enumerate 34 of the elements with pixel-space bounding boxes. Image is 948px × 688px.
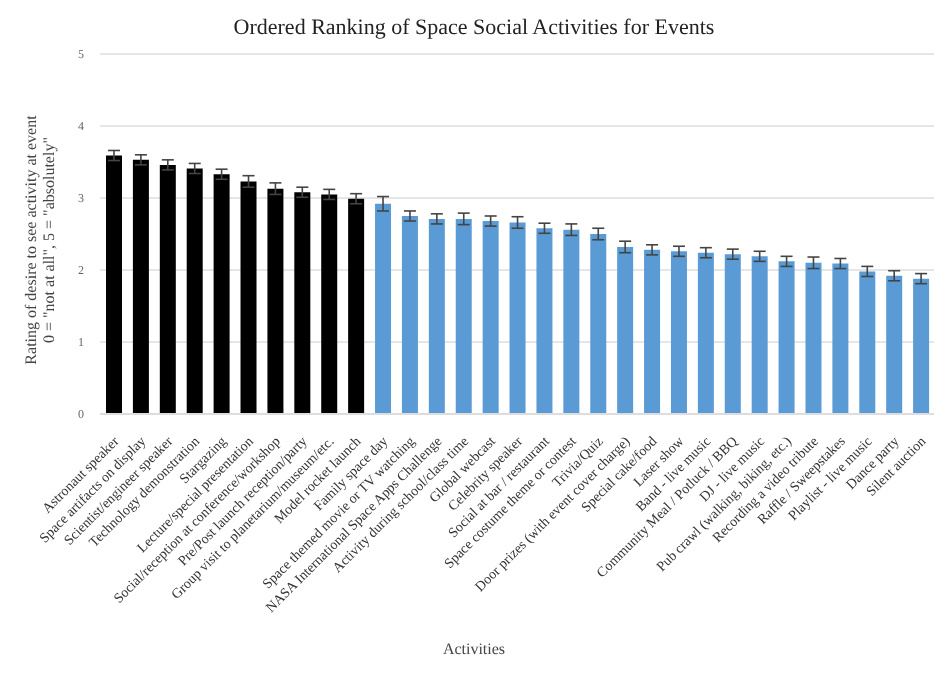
bar: [778, 261, 795, 414]
bar: [670, 251, 687, 414]
bar: [321, 194, 338, 414]
bar: [751, 256, 768, 414]
chart-title: Ordered Ranking of Space Social Activities for Events: [231, 16, 717, 40]
bar: [240, 181, 257, 414]
bar: [886, 275, 903, 414]
bar: [832, 263, 849, 414]
bar: [482, 221, 499, 414]
bar: [859, 271, 876, 414]
bar: [697, 252, 714, 414]
bar: [213, 174, 230, 414]
bar: [563, 229, 580, 414]
bar: [644, 249, 661, 414]
bar: [590, 234, 607, 414]
bar: [428, 218, 445, 414]
bar: [724, 254, 741, 414]
bar: [267, 188, 284, 414]
bar: [455, 218, 472, 414]
bar: [509, 222, 526, 414]
bar: [348, 198, 365, 414]
bar: [375, 203, 392, 414]
y-axis-title: Rating of desire to see activity at event 0 = "not at all", 5 = "absolutely": [22, 115, 58, 365]
bar: [617, 246, 634, 414]
bar: [401, 216, 418, 414]
bar: [159, 164, 176, 414]
bar: [913, 278, 930, 414]
bar: [805, 262, 822, 414]
bar: [132, 159, 149, 414]
x-axis-title: Activities: [440, 640, 508, 658]
bar: [536, 228, 553, 414]
bar: [186, 168, 203, 414]
bar: [106, 155, 122, 414]
bar: [294, 192, 311, 414]
